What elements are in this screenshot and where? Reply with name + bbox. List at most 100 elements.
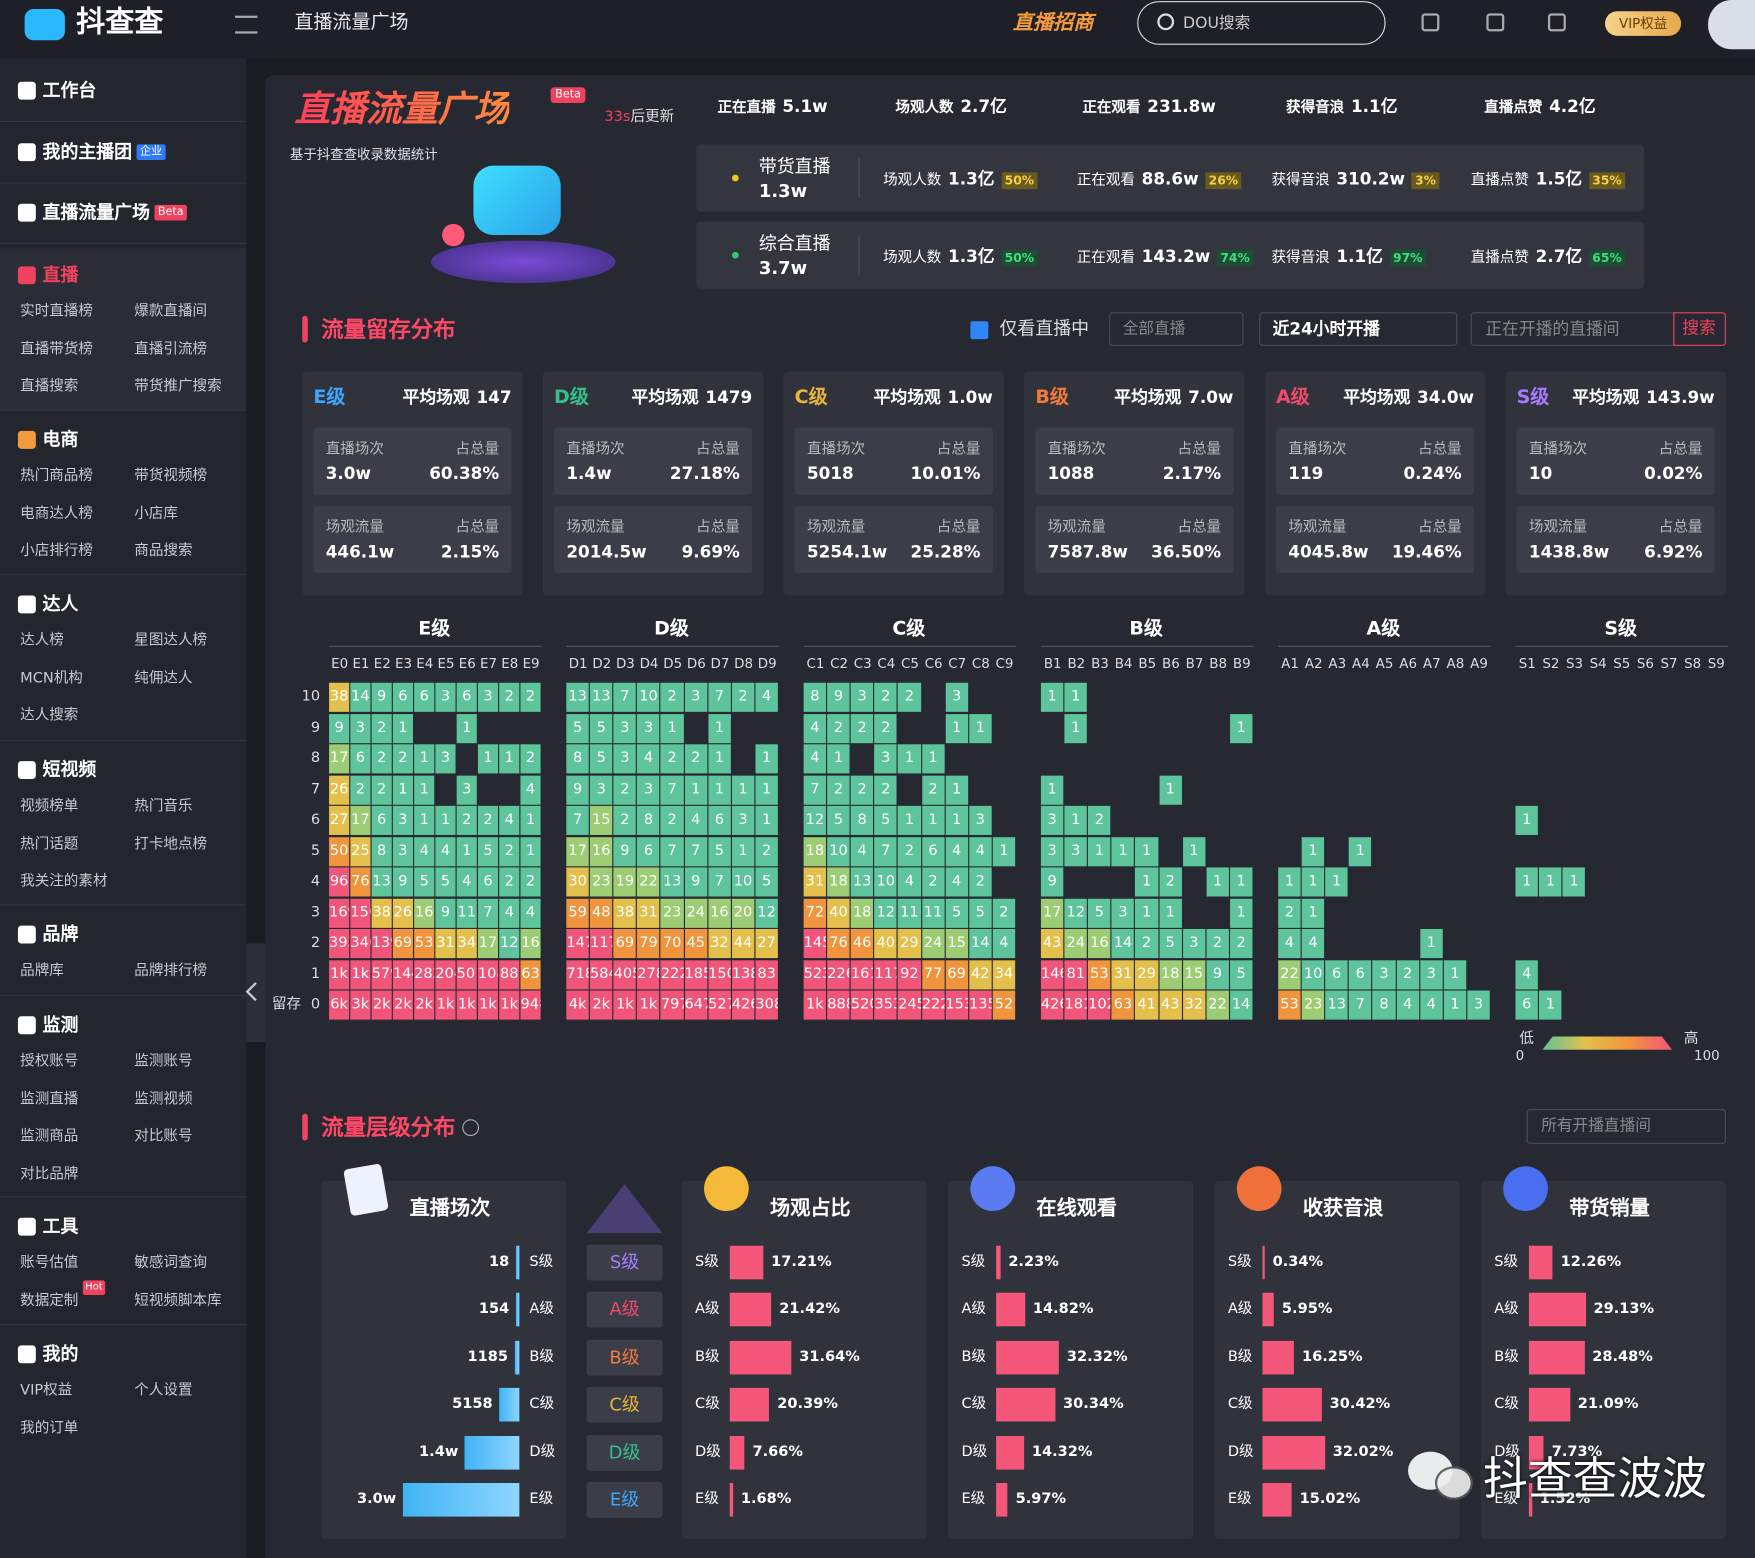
promo[interactable]: 直播招商 [1012,10,1094,35]
vip-badge[interactable] [1605,11,1682,36]
heat-cell: 7 [1349,990,1372,1020]
column-label: S4 [1589,655,1607,671]
sidebar-link[interactable]: 监测账号 [134,1053,193,1071]
header-icon[interactable] [1486,13,1505,32]
sidebar-link[interactable]: 带货视频榜 [134,467,208,485]
percent-value: 21.42% [779,1301,840,1318]
help-icon[interactable] [462,1119,480,1137]
sidebar-link[interactable]: 热门商品榜 [20,467,93,485]
heat-cell: 81 [1064,959,1088,989]
column-label: E7 [480,655,498,671]
illustration-chat [473,165,561,236]
checkbox-label[interactable]: 仅看直播中 [999,317,1090,340]
heat-cell: 1 [520,805,541,835]
sidebar-link[interactable]: 短视频脚本库 [134,1292,222,1309]
grade-label: B级 [1227,1348,1253,1366]
sidebar-link[interactable]: 打卡地点榜 [134,835,208,853]
sidebar-link[interactable]: 监测视频 [134,1090,193,1108]
sidebar-link[interactable]: 直播搜索 [20,378,79,396]
percent-bar [1528,1293,1586,1327]
hero-stat-label: 正在直播 [717,99,776,117]
heat-cell: 14 [1229,990,1253,1020]
nav-icon [17,203,36,222]
sidebar-link[interactable]: 达人搜索 [20,707,79,725]
hero-metric: 获得音浪 1.1亿 97% [1271,244,1461,269]
sidebar-link[interactable]: 对比品牌 [20,1165,79,1183]
logo: 抖查查 [76,5,164,40]
nav-item[interactable]: 工作台 [42,79,97,101]
heat-cell: 69 [392,928,414,959]
sidebar-link[interactable]: 小店排行榜 [20,542,93,560]
heat-cell: 9 [613,836,637,866]
sidebar-link[interactable]: 电商达人榜 [20,505,93,523]
sidebar-link[interactable]: 我关注的素材 [20,873,108,890]
heat-cell: 1 [1206,867,1229,897]
sidebar-link[interactable]: 监测直播 [20,1090,79,1108]
sidebar-link[interactable]: 达人榜 [20,632,64,650]
sidebar-link[interactable]: 品牌库 [20,962,64,980]
select[interactable] [1259,312,1458,346]
sidebar-link[interactable]: 数据定制 [20,1292,79,1309]
hero-stat-label: 场观人数 [895,99,954,117]
menu-icon[interactable] [235,15,258,34]
search-box[interactable] [1137,1,1386,45]
sidebar-link[interactable]: 爆款直播间 [134,303,208,321]
heat-cell: 1k [803,990,827,1020]
card-avg: 平均场观 34.0w [1310,385,1474,410]
sidebar-link[interactable]: MCN机构 [20,669,83,687]
search-button[interactable] [1673,312,1726,346]
heat-cell: 5 [589,744,613,774]
heat-cell: 1 [731,836,755,866]
heat-cell: 2 [874,682,898,712]
heat-cell: 77 [921,959,945,989]
heat-cell: 226 [827,959,850,989]
sidebar-link[interactable]: 热门话题 [20,835,79,853]
sidebar-link[interactable]: 实时直播榜 [20,303,93,321]
sidebar-link[interactable]: 敏感词查询 [134,1254,208,1272]
sidebar-link[interactable]: 我的订单 [20,1419,79,1437]
sidebar-link[interactable]: 直播带货榜 [20,340,93,358]
heat-cell: 2 [371,744,392,774]
sidebar-link[interactable]: VIP权益 [20,1382,73,1400]
metric-value: 143.2w [1141,246,1211,267]
checkbox[interactable] [970,321,989,340]
heat-cell: 6 [1325,959,1348,989]
sidebar-link[interactable]: 商品搜索 [134,542,193,560]
sidebar-link[interactable]: 账号估值 [20,1254,79,1272]
heat-cell: 13 [371,867,392,897]
sidebar-link[interactable]: 小店库 [134,505,178,523]
sidebar-link[interactable]: 纯佣达人 [134,669,193,687]
sidebar-link[interactable]: 对比账号 [134,1128,193,1146]
header-icon[interactable] [1547,13,1566,32]
nav-item[interactable]: 我的主播团 [42,141,133,163]
sidebar-link[interactable]: 个人设置 [134,1382,193,1400]
sidebar-link[interactable]: 品牌排行榜 [134,962,208,980]
sidebar-link[interactable]: 星图达人榜 [134,632,208,650]
heat-cell: 2 [1396,959,1419,989]
select-value: 所有开播直播间 [1541,1117,1651,1135]
avg-value: 1479 [705,387,753,408]
stat-share: 25.28% [910,541,981,562]
sidebar-link[interactable]: 授权账号 [20,1053,79,1071]
update-text: 后更新 [630,108,675,126]
percent-bar [1528,1435,1544,1470]
heat-cell: 6 [350,744,371,774]
heat-cell: 9 [371,682,392,712]
sidebar-link[interactable]: 带货推广搜索 [134,378,222,396]
select[interactable] [1526,1109,1726,1144]
heat-cell: 22 [1206,990,1229,1020]
sidebar-link[interactable]: 直播引流榜 [134,340,208,358]
collapse-btn[interactable] [246,943,266,1043]
heat-cell: 3 [1064,836,1088,866]
select[interactable] [1109,312,1244,346]
card-grade: D级 [554,386,589,409]
nav-item[interactable]: 直播流量广场 [42,201,150,223]
heat-cell: 1 [731,775,755,805]
sidebar-link[interactable]: 监测商品 [20,1128,79,1146]
sidebar-link[interactable]: 热门音乐 [134,798,193,815]
stat-share-label: 占总量 [936,440,981,458]
section-marker [302,1113,308,1141]
header-icon[interactable] [1421,13,1440,32]
heat-cell: 3 [589,775,613,805]
sidebar-link[interactable]: 视频榜单 [20,798,79,815]
